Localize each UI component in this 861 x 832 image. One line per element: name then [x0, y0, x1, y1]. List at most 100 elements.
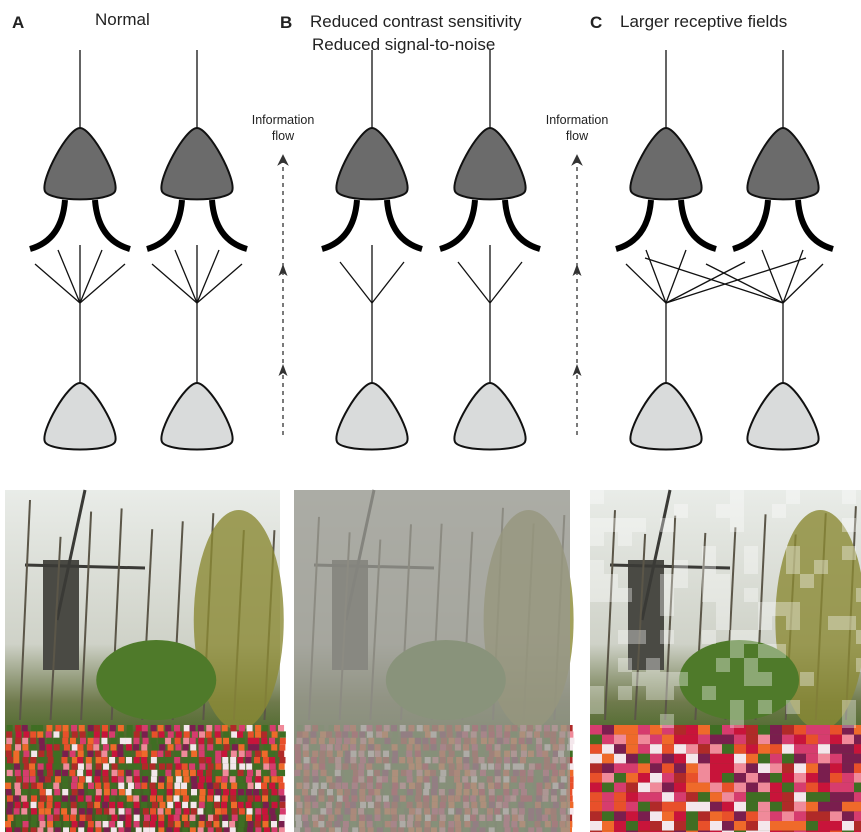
tulip [206, 731, 212, 737]
tulip [710, 792, 722, 802]
tulip [734, 792, 746, 802]
tulip [279, 744, 285, 750]
pixel [702, 574, 716, 588]
dendrite [440, 200, 475, 249]
tulip [746, 821, 758, 831]
tulip [126, 731, 132, 737]
tulip [770, 802, 782, 812]
tulip [221, 751, 227, 757]
pixel [618, 532, 632, 546]
tulip [94, 725, 100, 731]
tulip [22, 725, 28, 731]
pixel [618, 588, 632, 602]
tulip [614, 773, 626, 783]
tulip [151, 815, 157, 821]
pixel [660, 588, 674, 602]
tulip [255, 827, 261, 832]
tulip [280, 757, 286, 763]
tulip [734, 763, 746, 773]
tulip [271, 795, 277, 801]
tulip [674, 754, 686, 764]
tulip [614, 802, 626, 812]
tulip [246, 751, 252, 757]
tulip [232, 808, 238, 814]
tulip [22, 738, 28, 744]
tulip [770, 744, 782, 754]
tulip [94, 731, 100, 737]
tulip [248, 744, 254, 750]
tulip [150, 808, 156, 814]
tulip [246, 776, 252, 782]
pixel [730, 630, 744, 644]
pixel [632, 518, 646, 532]
tulip [40, 795, 46, 801]
tulip [15, 770, 21, 776]
tulip [818, 802, 830, 812]
tulip [109, 808, 115, 814]
tulip [159, 776, 165, 782]
tulip [198, 827, 204, 832]
tulip [758, 821, 770, 831]
tulip [152, 802, 158, 808]
connection [340, 262, 372, 303]
tulip [830, 725, 842, 735]
tulip [175, 751, 181, 757]
tulip [590, 763, 602, 773]
tulip [5, 821, 11, 827]
tulip [47, 827, 53, 832]
tulip [231, 783, 237, 789]
tulip [215, 789, 221, 795]
tulip [165, 725, 171, 731]
tulip [279, 783, 285, 789]
tulip [63, 731, 69, 737]
tulip [158, 731, 164, 737]
tulip [103, 821, 109, 827]
tulip [794, 773, 806, 783]
tulip [16, 776, 22, 782]
tulip [136, 827, 142, 832]
tulip [103, 776, 109, 782]
pixel [702, 560, 716, 574]
tulip [141, 757, 147, 763]
tulip [794, 754, 806, 764]
tulip [77, 744, 83, 750]
tulip [191, 789, 197, 795]
tulip [782, 725, 794, 735]
pixel [646, 658, 660, 672]
tulip [184, 757, 190, 763]
tulip [133, 744, 139, 750]
pixel [604, 574, 618, 588]
tulip [125, 808, 131, 814]
tulip [746, 744, 758, 754]
tulip [223, 789, 229, 795]
tulip [722, 763, 734, 773]
tulip [722, 783, 734, 793]
dendrite [147, 200, 182, 249]
tulip [72, 789, 78, 795]
tulip [770, 763, 782, 773]
tulip [213, 821, 219, 827]
tulip [72, 757, 78, 763]
connection [645, 258, 783, 303]
tulip [674, 725, 686, 735]
tulip [78, 751, 84, 757]
tulip [39, 821, 45, 827]
tulip [119, 795, 125, 801]
tulip [149, 763, 155, 769]
tulip [794, 763, 806, 773]
tulip [854, 821, 861, 831]
pixel [590, 532, 604, 546]
tulip [264, 744, 270, 750]
tulip [39, 757, 45, 763]
tulip [854, 735, 861, 745]
tulip [238, 744, 244, 750]
tulip [79, 776, 85, 782]
tulip [854, 744, 861, 754]
tulip [191, 751, 197, 757]
pixel [674, 574, 688, 588]
tulip [37, 725, 43, 731]
tulip [602, 792, 614, 802]
tulip [23, 770, 29, 776]
tulip [63, 821, 69, 827]
tulip [165, 751, 171, 757]
